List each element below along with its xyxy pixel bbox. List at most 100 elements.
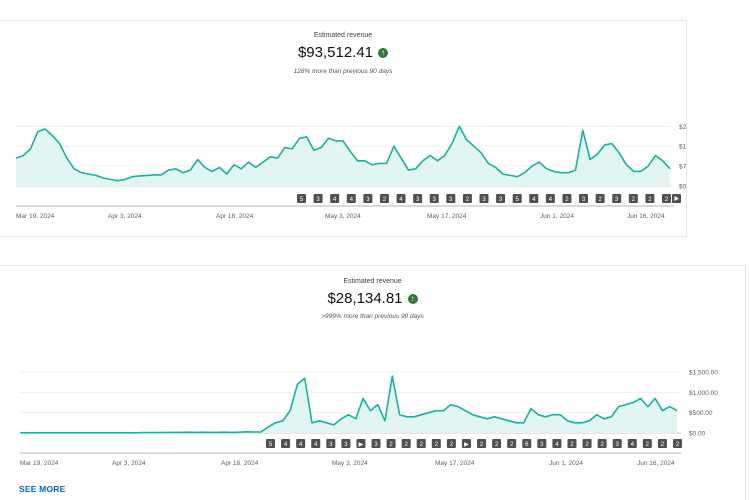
revenue-line <box>20 375 678 434</box>
content-marker-badge[interactable]: 3 <box>446 194 456 203</box>
x-tick-label: Apr 3, 2024 <box>108 213 142 220</box>
content-marker-badge[interactable]: 2 <box>645 194 655 203</box>
badge-box <box>462 194 472 203</box>
content-marker-badge[interactable]: 3 <box>429 194 439 203</box>
content-marker-badge[interactable]: 4 <box>396 194 406 203</box>
content-marker-badge[interactable]: 6 <box>522 439 532 448</box>
content-marker-badge[interactable]: 2 <box>567 439 577 448</box>
next-marker-icon[interactable] <box>672 194 681 203</box>
badge-box <box>341 439 351 448</box>
content-marker-badge[interactable]: 3 <box>496 194 506 203</box>
x-tick-label: Jun 16, 2024 <box>627 213 665 220</box>
content-marker-badge[interactable]: 2 <box>562 194 572 203</box>
content-marker-badge[interactable]: 3 <box>413 194 423 203</box>
badge-box <box>326 439 336 448</box>
revenue-card-1: Estimated revenue $93,512.41 ↑ 128% more … <box>0 20 687 237</box>
content-marker-badge[interactable]: 4 <box>529 194 539 203</box>
content-marker-badge[interactable]: 5 <box>512 194 522 203</box>
revenue-chart-1[interactable]: $0.00 $750.00 $1,500.00 $2,250.00 5 3 4 4 3 2 4 3 3 3… <box>0 21 686 236</box>
revenue-area <box>16 126 670 186</box>
content-marker-badge[interactable]: 4 <box>545 194 555 203</box>
content-marker-badge[interactable]: 2 <box>657 439 667 448</box>
badge-label: 5 <box>300 197 304 203</box>
content-marker-badge[interactable]: 4 <box>281 439 291 448</box>
badge-box <box>612 439 622 448</box>
content-marker-badge[interactable]: 2 <box>492 439 502 448</box>
content-marker-badge[interactable]: 2 <box>597 439 607 448</box>
badge-label: 6 <box>525 442 529 448</box>
content-marker-badge[interactable]: 3 <box>341 439 351 448</box>
content-marker-badge[interactable]: 3 <box>579 194 589 203</box>
badge-label: 3 <box>316 197 320 203</box>
badge-box <box>496 194 506 203</box>
content-marker-badge[interactable]: 2 <box>379 194 389 203</box>
content-marker-badge[interactable]: ▶ <box>461 439 471 448</box>
revenue-chart-2[interactable]: $0.00 $500.00 $1,000.00 $1,500.00 5 4 4 4 3 3 ▶ 3 2 2… <box>0 266 745 500</box>
content-marker-badge[interactable]: 2 <box>477 439 487 448</box>
y-tick-label: $2,250.00 <box>679 124 686 131</box>
metric-value: $93,512.41 <box>297 44 374 61</box>
comparison-text: 128% more than previous 90 days <box>293 68 393 75</box>
content-marker-badge[interactable]: 3 <box>537 439 547 448</box>
badge-label: ▶ <box>359 442 364 448</box>
badge-label: 2 <box>665 197 669 203</box>
content-marker-badge[interactable]: 2 <box>462 194 472 203</box>
content-marker-badge[interactable]: 2 <box>673 439 682 448</box>
content-marker-badge[interactable]: 4 <box>311 439 321 448</box>
content-marker-badge[interactable]: 4 <box>330 194 340 203</box>
content-marker-badge[interactable]: 3 <box>371 439 381 448</box>
content-marker-badge[interactable]: 3 <box>363 194 373 203</box>
badge-box <box>281 439 291 448</box>
y-tick-label: $1,500.00 <box>689 370 718 377</box>
metric-title: Estimated revenue <box>343 278 402 285</box>
badge-box <box>552 439 562 448</box>
content-marker-badge[interactable]: 2 <box>662 194 671 203</box>
badge-label: 2 <box>404 442 408 448</box>
content-marker-badge[interactable]: 3 <box>612 439 622 448</box>
x-tick-label: Apr 3, 2024 <box>112 460 146 467</box>
badge-label: 3 <box>499 197 503 203</box>
comparison-text: >999% more than previous 90 days <box>321 313 424 320</box>
content-marker-badge[interactable]: 3 <box>326 439 336 448</box>
content-marker-badge[interactable]: 2 <box>628 194 638 203</box>
badge-box <box>446 194 456 203</box>
content-marker-badge[interactable]: 5 <box>297 194 306 203</box>
see-more-link[interactable]: SEE MORE <box>19 484 66 494</box>
badge-label: 3 <box>615 197 619 203</box>
badge-box <box>386 439 396 448</box>
badge-box <box>662 194 671 203</box>
content-marker-badge[interactable]: 4 <box>627 439 637 448</box>
content-marker-badge[interactable]: 3 <box>313 194 323 203</box>
content-marker-badge[interactable]: 2 <box>431 439 441 448</box>
content-marker-badge[interactable]: 4 <box>296 439 306 448</box>
content-marker-badge[interactable]: 4 <box>552 439 562 448</box>
content-marker-badge[interactable]: 2 <box>446 439 456 448</box>
badge-label: ▶ <box>464 442 469 448</box>
content-marker-badge[interactable]: ▶ <box>356 439 366 448</box>
content-marker-badge[interactable]: 3 <box>612 194 622 203</box>
badge-label: 2 <box>510 442 514 448</box>
badge-box <box>642 439 652 448</box>
y-tick-label: $1,500.00 <box>679 144 686 151</box>
x-tick-label: Jun 1, 2024 <box>549 460 583 467</box>
content-marker-badge[interactable]: 2 <box>401 439 411 448</box>
y-tick-label: $500.00 <box>689 410 713 417</box>
revenue-line <box>15 125 671 182</box>
content-marker-badge[interactable]: 2 <box>386 439 396 448</box>
content-marker-badge[interactable]: 4 <box>346 194 356 203</box>
content-marker-badge[interactable]: 5 <box>266 439 275 448</box>
x-tick-label: Jun 16, 2024 <box>637 460 675 467</box>
badge-box <box>363 194 373 203</box>
content-marker-badge[interactable]: 2 <box>416 439 426 448</box>
badge-box <box>479 194 489 203</box>
content-marker-badge[interactable]: 2 <box>582 439 592 448</box>
badge-box <box>379 194 389 203</box>
badge-box <box>522 439 532 448</box>
badge-label: 3 <box>344 442 348 448</box>
badge-label: 5 <box>269 442 273 448</box>
badge-label: 2 <box>466 197 470 203</box>
content-marker-badge[interactable]: 3 <box>479 194 489 203</box>
content-marker-badge[interactable]: 2 <box>642 439 652 448</box>
content-marker-badge[interactable]: 2 <box>595 194 605 203</box>
content-marker-badge[interactable]: 2 <box>507 439 517 448</box>
